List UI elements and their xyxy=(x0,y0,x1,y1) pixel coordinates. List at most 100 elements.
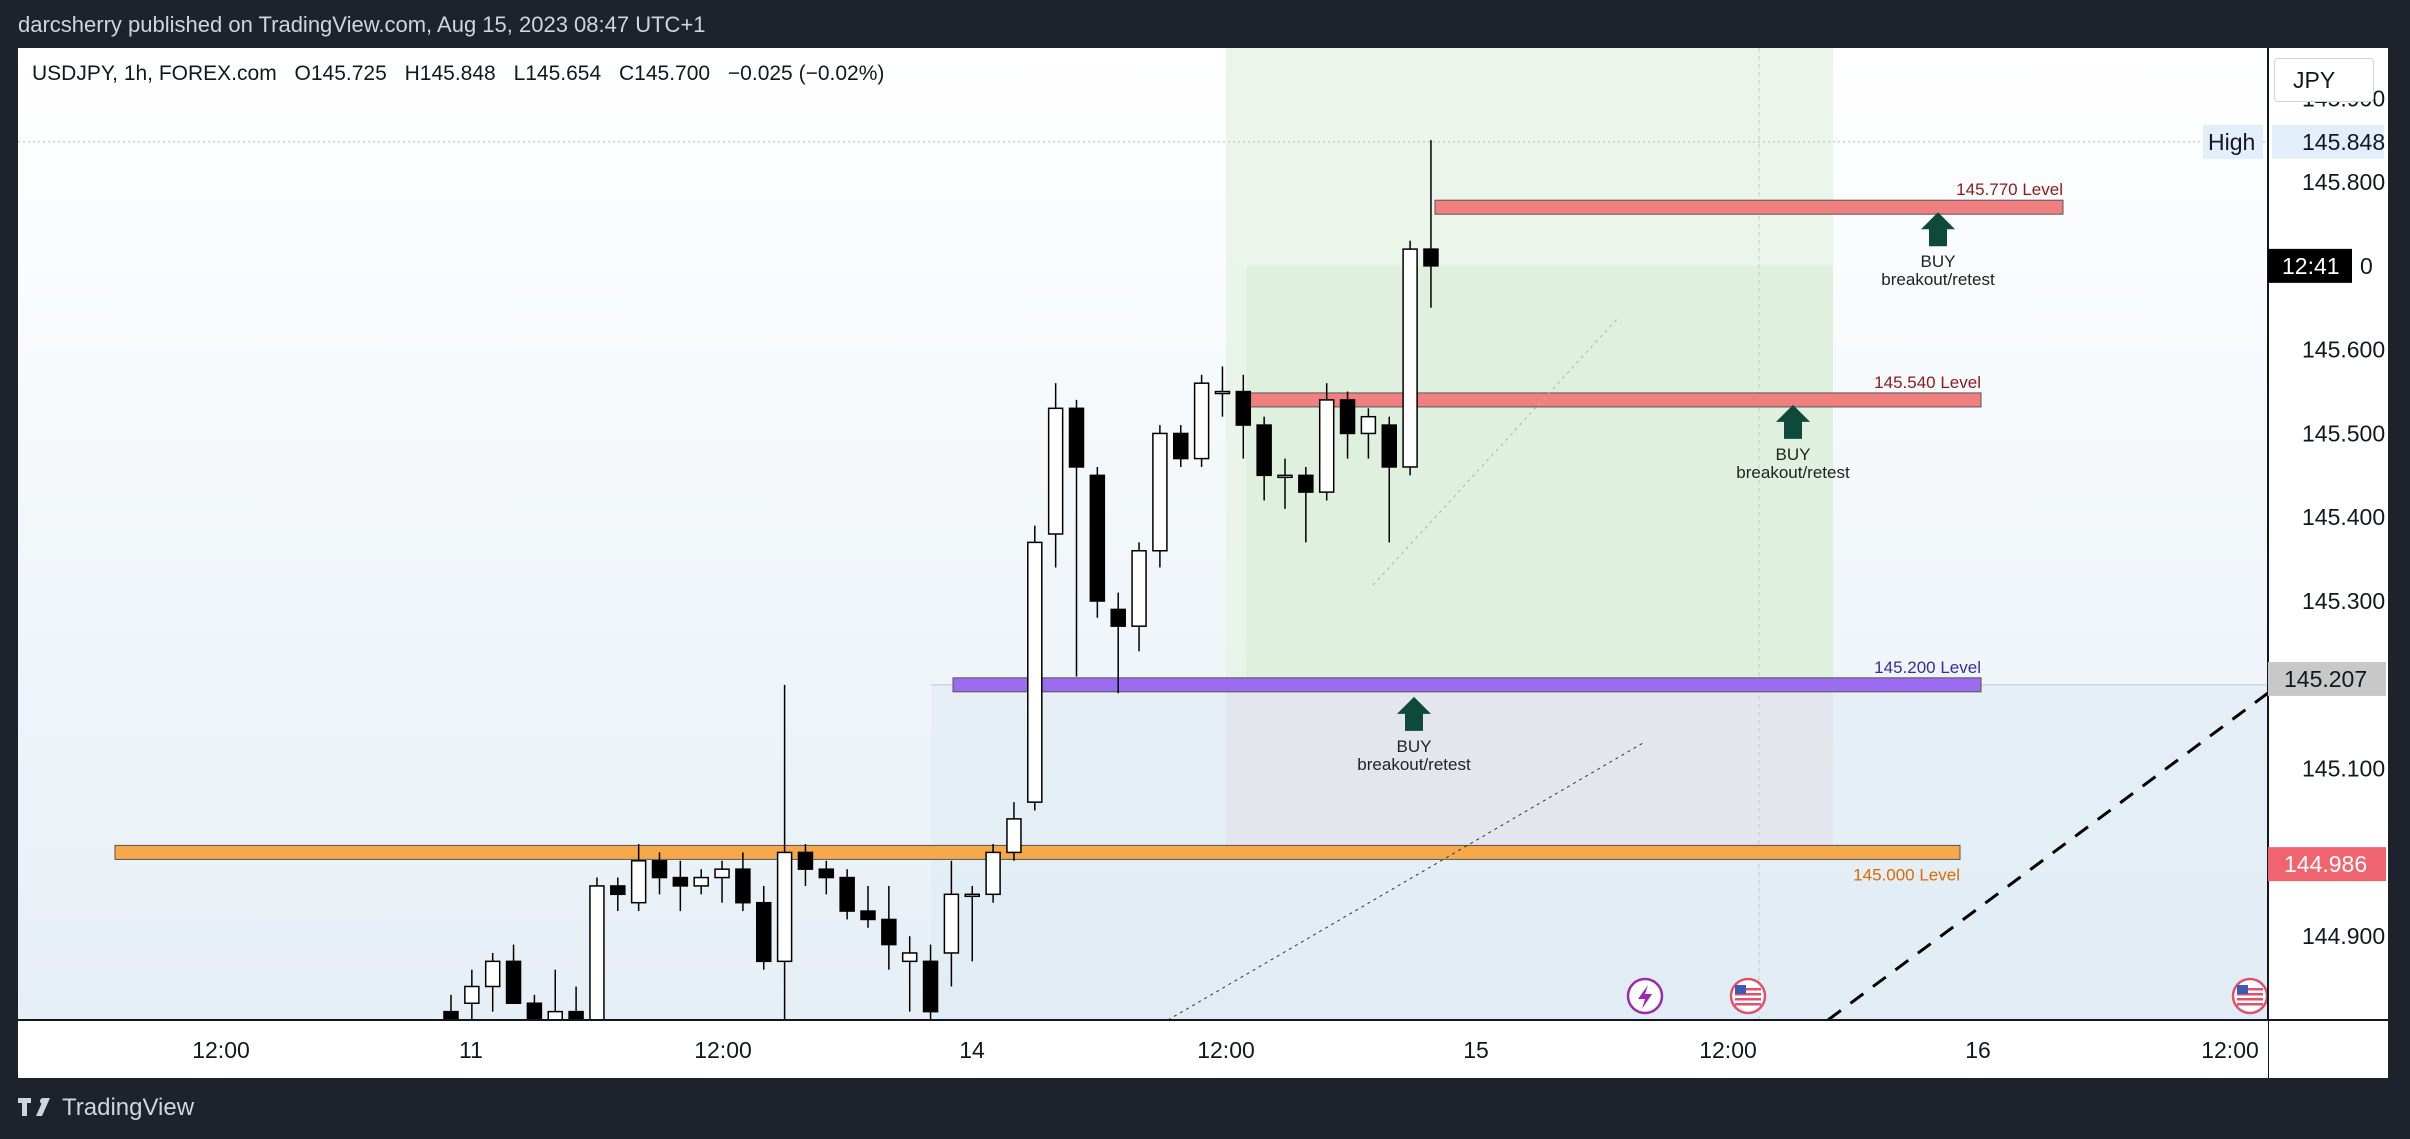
candle xyxy=(985,851,1001,896)
candle xyxy=(1027,541,1043,803)
candle xyxy=(1089,474,1106,602)
current-price-badge xyxy=(2268,847,2386,882)
candle xyxy=(881,918,897,946)
candle xyxy=(1256,424,1272,477)
buy-sublabel: breakout/retest xyxy=(1736,463,1850,482)
candle xyxy=(443,1010,459,1021)
candle xyxy=(714,868,730,879)
buy-label: BUY xyxy=(1397,737,1432,756)
candle xyxy=(568,1010,584,1021)
long-position-target-zone xyxy=(1246,265,1833,685)
price-tick-label: 145.100 xyxy=(2302,756,2385,782)
candle xyxy=(1277,474,1293,479)
candle xyxy=(756,901,772,963)
legend-symbol: USDJPY, 1h, FOREX.com xyxy=(32,62,277,85)
candle xyxy=(1381,424,1397,468)
legend-low: L145.654 xyxy=(513,62,602,85)
time-tick-label: 15 xyxy=(1463,1037,1489,1063)
candle xyxy=(1193,382,1210,460)
buy-arrow-icon xyxy=(1776,404,1810,439)
flag-stripe xyxy=(1735,988,1761,991)
buy-sublabel: breakout/retest xyxy=(1357,755,1471,774)
time-tick-label: 12:00 xyxy=(2201,1037,2259,1063)
candle xyxy=(651,860,668,879)
candle xyxy=(776,851,793,963)
legend-open: O145.725 xyxy=(294,62,387,85)
buy-label: BUY xyxy=(1776,445,1811,464)
price-tick-label: 145.600 xyxy=(2302,337,2385,363)
currency-button[interactable]: JPY xyxy=(2274,58,2374,102)
legend-close: C145.700 xyxy=(619,62,711,85)
countdown-label: 12:41 xyxy=(2282,253,2340,279)
buy-sublabel: breakout/retest xyxy=(1881,270,1995,289)
candlestick-chart[interactable]: 145.770 Level 145.540 Level 145.200 Level 1… xyxy=(18,48,2388,1078)
level-label: 145.000 Level xyxy=(1853,865,1960,884)
time-tick-label: 12:00 xyxy=(192,1037,250,1063)
candle xyxy=(735,868,751,904)
level-price-badge xyxy=(2268,661,2386,696)
price-tick-label: 145.400 xyxy=(2302,504,2385,530)
candle xyxy=(839,876,855,912)
buy-arrow-icon xyxy=(1397,696,1431,731)
candle xyxy=(526,1002,543,1021)
time-tick-label: 16 xyxy=(1965,1037,1991,1063)
flag-stripe xyxy=(1735,998,1761,1001)
flag-canton xyxy=(2237,985,2248,994)
candle xyxy=(1298,474,1314,493)
candle xyxy=(1068,407,1085,468)
trend-line xyxy=(1167,742,1644,1021)
buy-label: BUY xyxy=(1921,252,1956,271)
long-position-risk-zone xyxy=(1226,684,1833,853)
candle xyxy=(1152,432,1168,552)
level-price-label: 145.207 xyxy=(2284,666,2367,692)
candle xyxy=(1173,432,1189,460)
level-band xyxy=(1247,392,1982,408)
level-band xyxy=(1434,199,2064,215)
level-band xyxy=(114,844,1961,860)
legend-change: −0.025 (−0.02%) xyxy=(727,62,885,85)
candle xyxy=(1235,390,1252,426)
candle xyxy=(1402,248,1418,468)
candle xyxy=(922,960,939,1013)
candle xyxy=(1318,399,1335,493)
time-tick-label: 11 xyxy=(459,1037,483,1063)
candle xyxy=(484,960,501,988)
high-badge xyxy=(2203,124,2263,159)
us-flag-event-icon xyxy=(1729,977,1767,1015)
candle xyxy=(860,910,876,921)
time-tick-label: 12:00 xyxy=(1699,1037,1757,1063)
candle xyxy=(1131,550,1147,627)
published-header: darcsherry published on TradingView.com,… xyxy=(18,12,706,37)
candle xyxy=(797,851,814,870)
candle xyxy=(547,1010,563,1021)
level-label: 145.540 Level xyxy=(1874,373,1981,392)
time-tick-label: 12:00 xyxy=(1197,1037,1255,1063)
time-axis xyxy=(18,1020,2268,1078)
current-price-label: 144.986 xyxy=(2284,851,2367,877)
candle xyxy=(589,885,605,1021)
high-value-badge xyxy=(2272,124,2384,159)
candle xyxy=(1006,818,1022,854)
candle xyxy=(1047,407,1064,535)
candle xyxy=(505,960,522,1004)
candle xyxy=(693,876,709,887)
candle xyxy=(672,876,689,887)
flag-stripe xyxy=(1735,993,1761,996)
chart-frame[interactable]: 145.770 Level 145.540 Level 145.200 Level 1… xyxy=(18,48,2388,1078)
symbol-legend: USDJPY, 1h, FOREX.com O145.725 H145.848 … xyxy=(32,62,896,86)
us-flag-event-icon xyxy=(2231,977,2269,1015)
tradingview-brand[interactable]: TradingView xyxy=(18,1094,194,1122)
level-label: 145.200 Level xyxy=(1874,658,1981,677)
countdown-badge xyxy=(2268,248,2352,283)
candle xyxy=(1214,390,1231,395)
level-band xyxy=(952,677,1982,693)
price-tick-label: 145.500 xyxy=(2302,420,2385,446)
flag-stripe xyxy=(2237,988,2263,991)
trend-line xyxy=(1372,317,1619,586)
candle xyxy=(818,868,835,879)
high-value-label: 145.848 xyxy=(2302,129,2385,155)
candle xyxy=(943,893,960,954)
candle xyxy=(630,860,647,904)
price-tick-label: 145.300 xyxy=(2302,588,2385,614)
brand-name: TradingView xyxy=(62,1094,195,1121)
